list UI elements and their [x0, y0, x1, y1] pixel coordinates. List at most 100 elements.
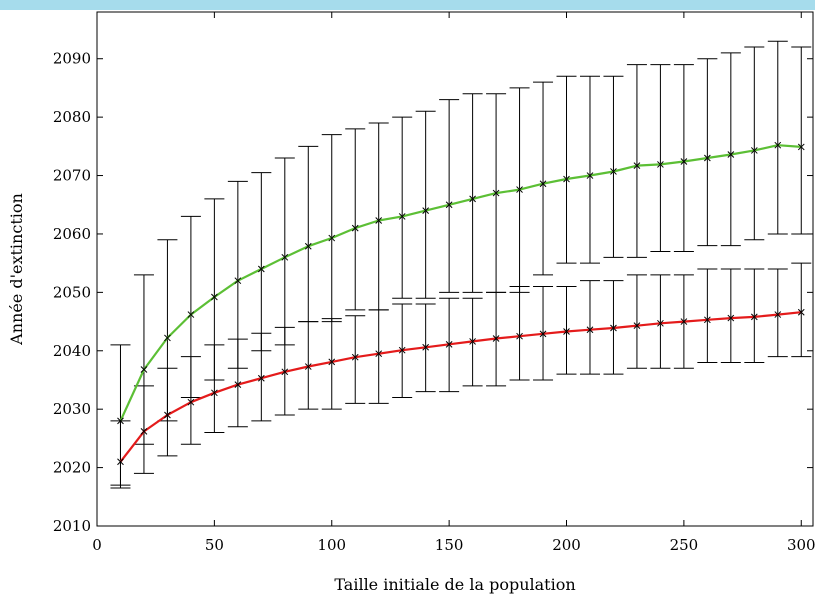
marker-stroke — [140, 366, 148, 373]
error-bars — [110, 40, 812, 489]
marker-stroke — [351, 224, 359, 232]
data-point — [563, 175, 570, 183]
data-point — [117, 417, 124, 425]
marker-stroke — [281, 253, 289, 261]
data-point — [422, 207, 430, 214]
marker-stroke — [164, 411, 171, 419]
marker-stroke — [375, 350, 383, 358]
y-tick-label: 2040 — [53, 342, 91, 360]
marker-stroke — [445, 201, 453, 209]
marker-stroke — [234, 381, 242, 389]
marker-stroke — [680, 318, 688, 325]
y-tick-label: 2060 — [53, 225, 91, 243]
data-point — [375, 350, 383, 358]
data-point — [539, 330, 547, 338]
data-point — [774, 141, 782, 149]
marker-stroke — [704, 154, 711, 162]
data-point — [351, 353, 359, 361]
marker-stroke — [492, 189, 500, 197]
data-point — [257, 265, 265, 273]
marker-stroke — [422, 207, 430, 214]
marker-stroke — [398, 213, 406, 220]
marker-stroke — [774, 311, 782, 318]
data-point — [492, 335, 500, 342]
data-point — [422, 343, 430, 351]
data-point — [680, 158, 688, 165]
data-point — [445, 201, 453, 209]
data-point — [516, 186, 523, 193]
data-point — [351, 224, 359, 232]
data-point — [704, 316, 711, 324]
marker-stroke — [727, 151, 735, 158]
data-point — [328, 358, 336, 366]
marker-stroke — [328, 234, 336, 242]
marker-stroke — [234, 277, 242, 285]
series-lines — [119, 144, 802, 463]
data-point — [281, 253, 289, 261]
marker-stroke — [257, 265, 265, 273]
data-point — [633, 322, 641, 330]
marker-stroke — [304, 242, 312, 250]
marker-stroke — [422, 343, 430, 351]
data-point — [516, 332, 523, 340]
data-markers — [117, 141, 805, 466]
data-point — [774, 311, 782, 318]
data-point — [304, 242, 312, 250]
data-point — [211, 389, 218, 397]
marker-stroke — [750, 313, 758, 321]
x-tick-label: 150 — [435, 536, 464, 554]
data-point — [727, 151, 735, 158]
marker-stroke — [797, 308, 805, 316]
data-point — [211, 293, 218, 301]
data-point — [187, 398, 195, 406]
x-tick-label: 100 — [317, 536, 346, 554]
top-band — [0, 0, 815, 10]
data-point — [610, 168, 617, 175]
marker-stroke — [469, 195, 476, 203]
marker-stroke — [797, 143, 805, 151]
data-point — [304, 363, 312, 370]
marker-stroke — [633, 162, 641, 169]
data-point — [657, 319, 664, 327]
data-point — [610, 324, 617, 332]
data-point — [234, 277, 242, 285]
marker-stroke — [774, 141, 782, 149]
marker-stroke — [563, 328, 570, 335]
data-point — [704, 154, 711, 162]
data-point — [445, 340, 453, 348]
marker-stroke — [516, 332, 523, 340]
ticks: 0 50 100 150 200 250 300 2010 2020 2030 2040 2050 20… — [53, 12, 815, 554]
data-point — [657, 161, 664, 168]
data-point — [563, 328, 570, 335]
data-point — [164, 334, 171, 342]
data-point — [633, 162, 641, 169]
data-point — [797, 308, 805, 316]
marker-stroke — [727, 314, 735, 322]
marker-stroke — [633, 322, 641, 330]
marker-stroke — [304, 363, 312, 370]
marker-stroke — [539, 180, 547, 188]
data-point — [164, 411, 171, 419]
marker-stroke — [328, 358, 336, 366]
data-point — [117, 458, 124, 466]
marker-stroke — [351, 353, 359, 361]
marker-stroke — [187, 311, 195, 318]
marker-stroke — [164, 334, 171, 342]
marker-stroke — [375, 217, 383, 224]
data-point — [586, 326, 594, 334]
marker-stroke — [281, 368, 289, 376]
marker-stroke — [563, 175, 570, 183]
series-line-2 — [119, 311, 802, 463]
marker-stroke — [704, 316, 711, 324]
data-point — [257, 374, 265, 382]
data-point — [328, 234, 336, 242]
marker-stroke — [117, 458, 124, 466]
data-point — [398, 346, 406, 354]
marker-stroke — [257, 374, 265, 382]
marker-stroke — [680, 158, 688, 165]
marker-stroke — [657, 319, 664, 327]
series-line-1 — [119, 144, 802, 422]
data-point — [492, 189, 500, 197]
data-point — [187, 311, 195, 318]
